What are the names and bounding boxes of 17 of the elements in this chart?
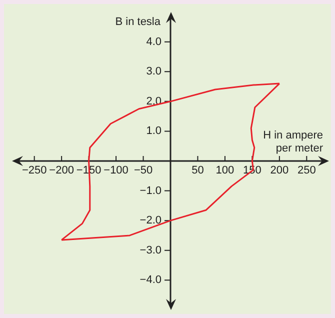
y-tick-label: −3.0 [140, 244, 162, 256]
x-tick-label: 200 [270, 164, 289, 177]
x-tick-label: 100 [216, 164, 234, 177]
x-tick-label: −50 [134, 164, 153, 177]
y-tick-label: −1.0 [140, 184, 162, 197]
y-tick-label: −2.0 [140, 214, 162, 227]
y-tick-label: 4.0 [146, 36, 162, 48]
y-tick-label: −4.0 [140, 274, 162, 286]
y-axis-title: B in tesla [115, 16, 162, 28]
x-axis-title: H in ampere per meter [263, 130, 324, 155]
y-tick-label: 1.0 [146, 125, 162, 138]
x-tick-label: −100 [104, 164, 128, 177]
x-tick-label: 250 [297, 164, 316, 177]
x-tick-label: −200 [49, 164, 74, 177]
x-tick-label: −250 [22, 164, 47, 177]
x-tick-label: 50 [192, 164, 204, 177]
y-tick-label: 3.0 [146, 66, 162, 78]
